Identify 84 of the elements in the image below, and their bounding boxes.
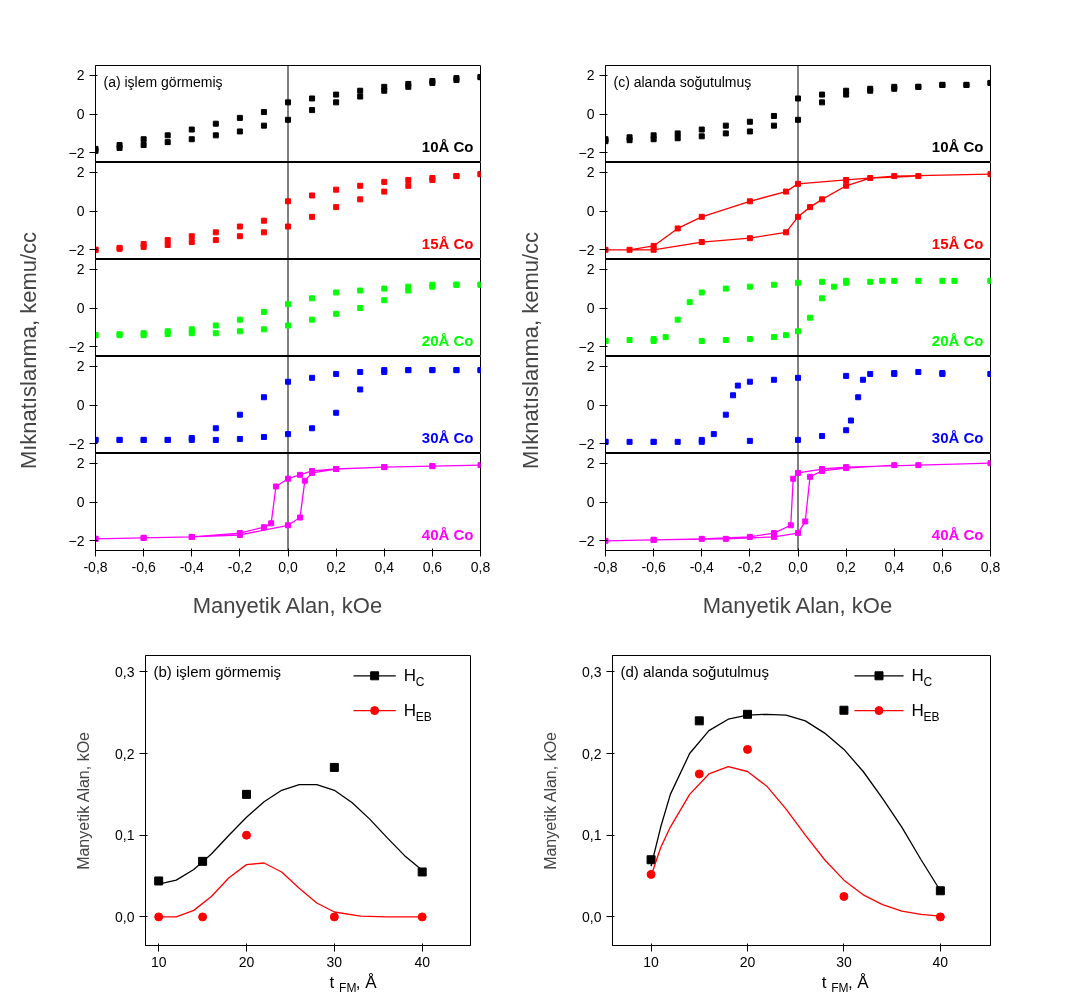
y-axis-title: Manyetik Alan, kOe: [75, 731, 93, 870]
x-tick-label: 40: [414, 953, 431, 970]
y-tick-label: 0: [586, 203, 595, 219]
y-tick-label: 0: [586, 106, 595, 122]
x-tick-label: 0,0: [788, 558, 808, 575]
annotation: (b) işlem görmemiş: [153, 663, 282, 680]
y-tick-label: 2: [586, 67, 595, 84]
y-tick-label: 0,3: [115, 663, 135, 680]
x-tick-label: -0,4: [689, 558, 715, 575]
y-tick-label: 0: [76, 203, 85, 219]
annotation: 20Å Co: [931, 332, 984, 349]
y-tick-label: 0: [76, 494, 85, 510]
x-tick-label: 0,6: [422, 558, 443, 575]
y-axis-title: Manyetik Alan, kOe: [542, 731, 560, 870]
x-tick-label: -0,8: [83, 558, 108, 575]
x-tick-label: -0,2: [227, 558, 253, 575]
annotation: 30Å Co: [421, 429, 474, 446]
y-tick-label: 2: [586, 358, 595, 375]
annotation: 40Å Co: [421, 526, 474, 543]
y-tick-label: 0,2: [115, 745, 135, 762]
y-tick-label: 0: [586, 397, 595, 413]
y-tick-label: 2: [586, 164, 595, 181]
y-tick-label: 0,0: [582, 908, 602, 925]
x-tick-label: 0,0: [278, 558, 298, 575]
y-tick-label: −2: [68, 144, 85, 161]
annotation: (d) alanda soğutulmuş: [620, 663, 769, 680]
x-tick-label: 0,8: [470, 558, 491, 575]
y-tick-label: −2: [578, 144, 595, 161]
annotation: (c) alanda soğutulmuş: [613, 73, 752, 90]
y-tick-label: −2: [578, 241, 595, 258]
x-tick-label: 20: [739, 953, 756, 970]
x-tick-label: 40: [932, 953, 949, 970]
x-tick-label: 0,2: [836, 558, 857, 575]
annotation: 15Å Co: [421, 235, 474, 252]
annotation: 20Å Co: [421, 332, 474, 349]
x-tick-label: -0,6: [131, 558, 156, 575]
x-tick-label: 0,2: [326, 558, 347, 575]
y-tick-label: 0,0: [115, 908, 135, 925]
y-tick-label: 0: [586, 300, 595, 316]
annotation: (a) işlem görmemiş: [103, 73, 223, 90]
y-tick-label: 0,3: [582, 663, 602, 680]
y-tick-label: 0: [586, 494, 595, 510]
x-tick-label: -0,8: [593, 558, 618, 575]
y-tick-label: 2: [76, 67, 85, 84]
annotation: 10Å Co: [421, 138, 474, 155]
y-tick-label: 2: [76, 164, 85, 181]
y-tick-label: 2: [586, 261, 595, 278]
y-tick-label: 2: [76, 455, 85, 472]
y-axis-title: Mıknatıslanma, kemu/cc: [16, 231, 41, 470]
y-tick-label: 2: [76, 358, 85, 375]
x-tick-label: 10: [643, 953, 660, 970]
x-tick-label: 0,4: [374, 558, 395, 575]
x-tick-label: -0,4: [179, 558, 205, 575]
y-tick-label: −2: [68, 435, 85, 452]
x-tick-label: 30: [326, 953, 343, 970]
x-tick-label: 0,4: [884, 558, 905, 575]
y-tick-label: 2: [76, 261, 85, 278]
y-tick-label: −2: [68, 338, 85, 355]
y-tick-label: 0: [76, 106, 85, 122]
y-tick-label: 0: [76, 300, 85, 316]
x-tick-label: -0,6: [641, 558, 666, 575]
x-tick-label: 0,6: [932, 558, 953, 575]
y-tick-label: −2: [578, 338, 595, 355]
annotation: 30Å Co: [931, 429, 984, 446]
x-tick-label: 0,8: [980, 558, 1001, 575]
x-tick-label: 20: [238, 953, 255, 970]
x-axis-title: Manyetik Alan, kOe: [192, 592, 383, 618]
y-tick-label: −2: [578, 532, 595, 549]
annotation: 15Å Co: [931, 235, 984, 252]
y-tick-label: −2: [68, 241, 85, 258]
annotation: 10Å Co: [931, 138, 984, 155]
y-tick-label: 0: [76, 397, 85, 413]
y-tick-label: 0,1: [582, 827, 602, 844]
x-tick-label: -0,2: [737, 558, 763, 575]
y-tick-label: −2: [68, 532, 85, 549]
y-tick-label: −2: [578, 435, 595, 452]
x-tick-label: 30: [836, 953, 852, 970]
y-tick-label: 0,1: [115, 827, 135, 844]
x-tick-label: 10: [150, 953, 167, 970]
y-axis-title: Mıknatıslanma, kemu/cc: [518, 231, 543, 470]
y-tick-label: 2: [586, 455, 595, 472]
y-tick-label: 0,2: [582, 745, 602, 762]
annotation: 40Å Co: [931, 526, 984, 543]
x-axis-title: Manyetik Alan, kOe: [702, 592, 893, 618]
